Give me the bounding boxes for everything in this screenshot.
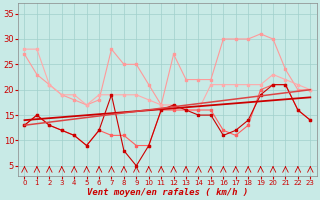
X-axis label: Vent moyen/en rafales ( km/h ): Vent moyen/en rafales ( km/h ) (87, 188, 248, 197)
